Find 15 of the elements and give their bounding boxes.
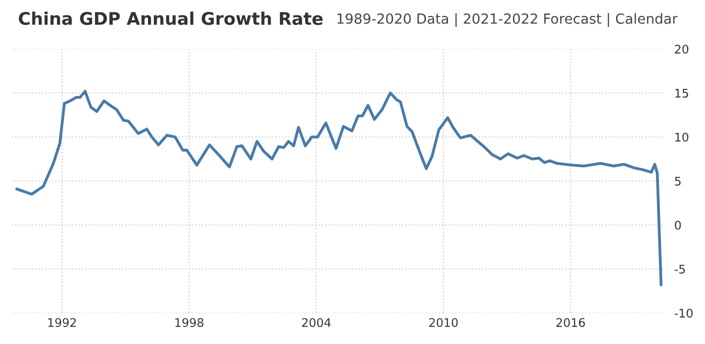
x-tick-label: 2016 <box>556 318 585 327</box>
x-tick-label: 1992 <box>48 318 76 327</box>
y-tick-label: -10 <box>674 308 693 318</box>
y-tick-label: 20 <box>674 44 688 54</box>
line-series <box>15 90 662 286</box>
y-tick-label: 10 <box>675 132 688 142</box>
x-tick-label: 1998 <box>175 318 204 327</box>
y-tick-label: -5 <box>674 264 685 274</box>
x-tick-label: 2010 <box>429 318 458 327</box>
y-tick-label: 15 <box>675 88 688 98</box>
y-tick-label: 0 <box>674 220 681 230</box>
y-tick-label: 5 <box>675 176 681 186</box>
chart-title: China GDP Annual Growth Rate <box>18 12 323 26</box>
x-tick-label: 2004 <box>302 318 331 327</box>
chart-subtitle: 1989-2020 Data | 2021-2022 Forecast | Calendar <box>338 13 678 27</box>
